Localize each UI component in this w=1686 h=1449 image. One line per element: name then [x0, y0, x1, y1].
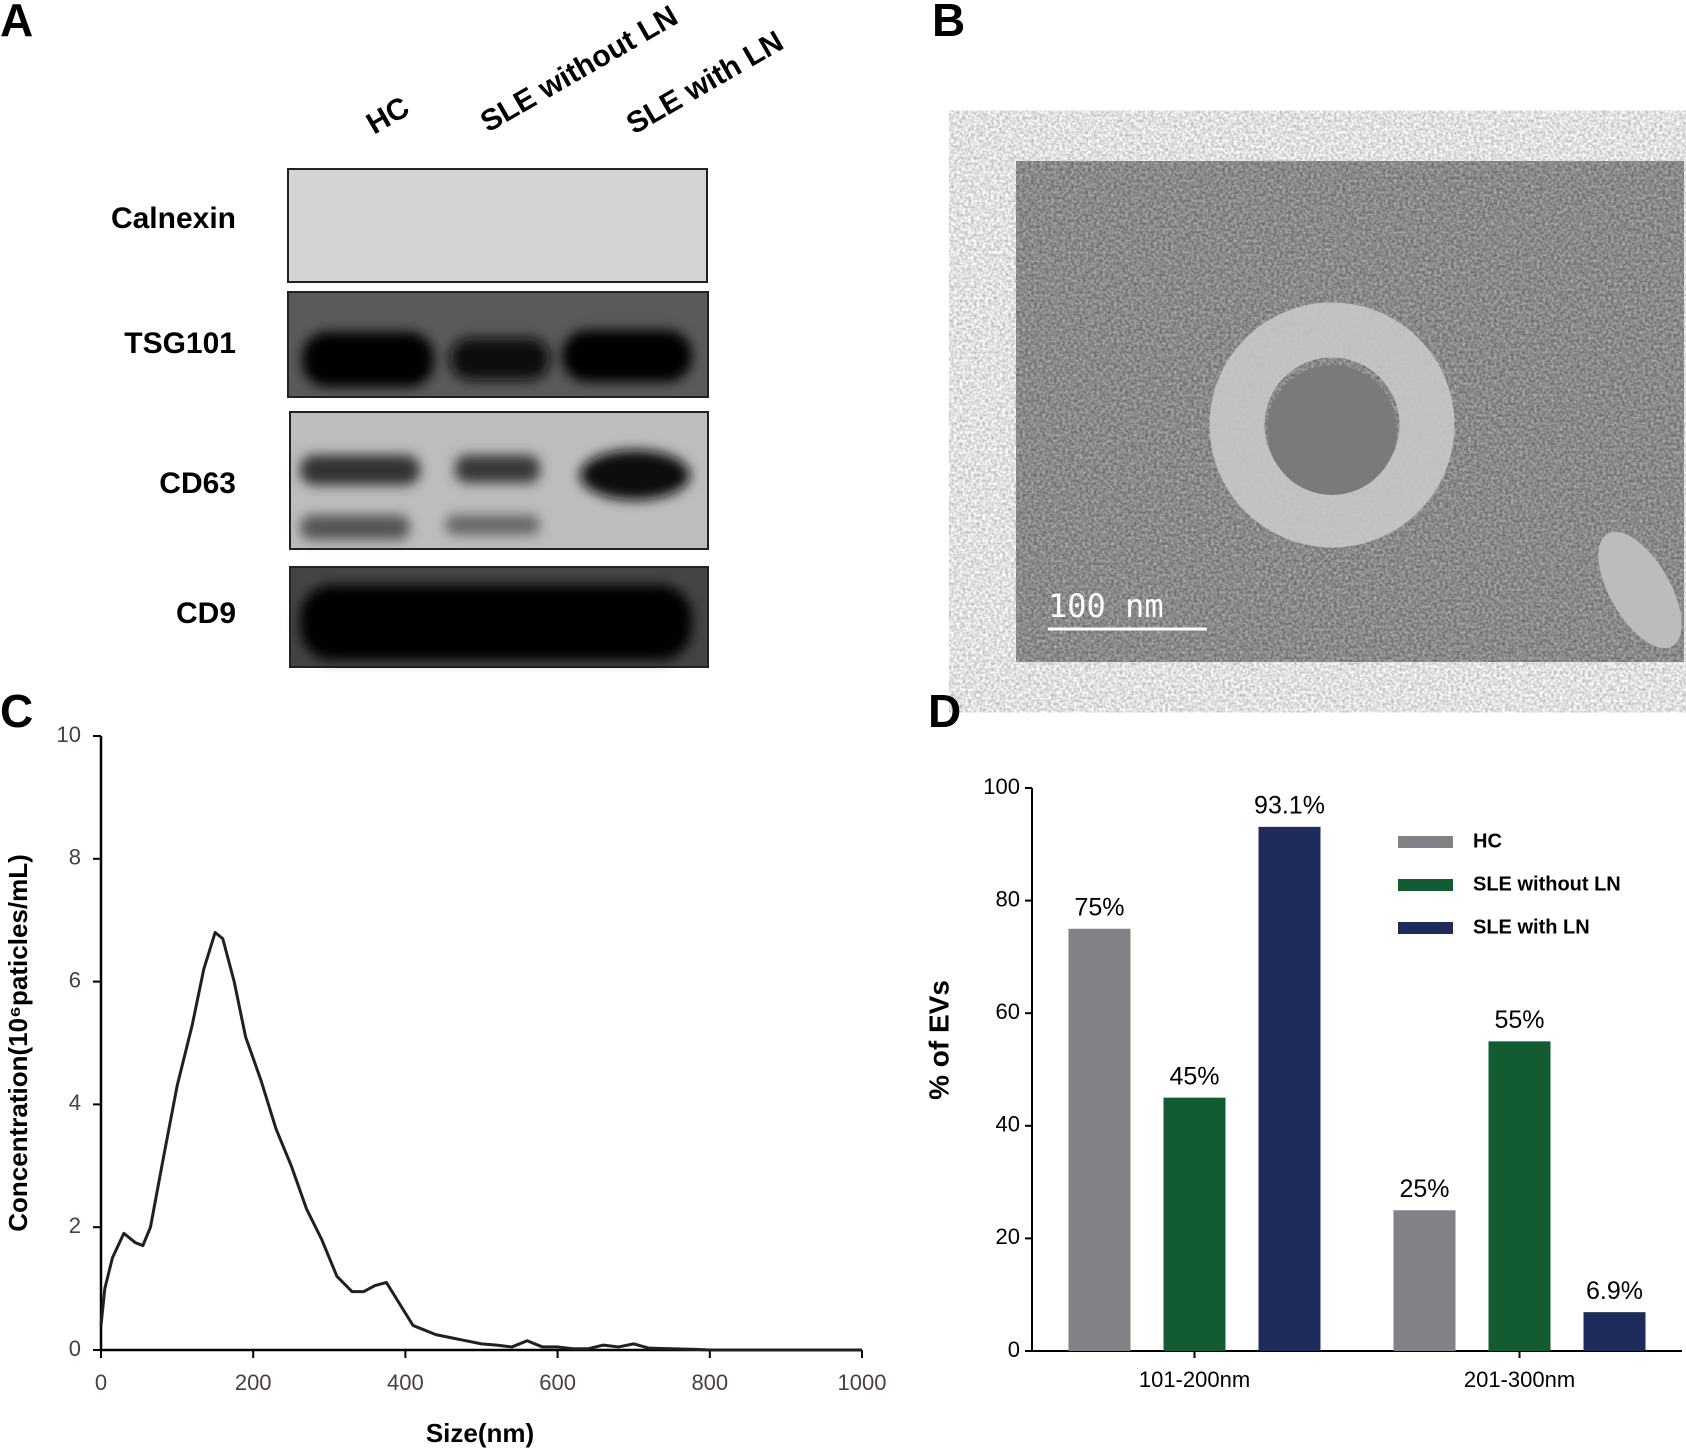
panel-label: B — [932, 0, 965, 46]
x-tick-label: 0 — [95, 1370, 107, 1395]
y-tick-label: 8 — [69, 845, 81, 870]
value-label: 93.1% — [1254, 791, 1325, 819]
legend-swatch — [1398, 836, 1453, 848]
y-tick-label: 0 — [1008, 1337, 1020, 1362]
y-tick-label: 60 — [996, 999, 1020, 1024]
y-tick-label: 40 — [996, 1112, 1020, 1137]
value-label: 25% — [1399, 1175, 1449, 1203]
y-tick-label: 20 — [996, 1224, 1020, 1249]
x-tick-label: 1000 — [838, 1370, 887, 1395]
row-label: CD9 — [176, 597, 236, 630]
panel-label: D — [928, 685, 961, 737]
row-label: CD63 — [159, 467, 236, 500]
legend-label: SLE with LN — [1473, 916, 1590, 938]
y-tick-label: 6 — [69, 967, 81, 992]
y-axis-label: Concentration(10⁶paticles/mL) — [3, 854, 33, 1231]
bar — [1068, 928, 1131, 1351]
bar — [1583, 1312, 1646, 1351]
bar — [1393, 1210, 1456, 1351]
x-tick-label: 101-200nm — [1139, 1367, 1250, 1392]
bar — [1258, 826, 1321, 1351]
value-label: 45% — [1169, 1062, 1219, 1090]
value-label: 6.9% — [1586, 1277, 1643, 1305]
y-tick-label: 2 — [69, 1213, 81, 1238]
y-tick-label: 80 — [996, 886, 1020, 911]
bar — [1163, 1097, 1226, 1351]
x-tick-label: 201-300nm — [1464, 1367, 1575, 1392]
x-axis-label: Size(nm) — [426, 1418, 534, 1448]
tem-image — [1016, 161, 1684, 662]
row-label: TSG101 — [124, 327, 236, 360]
value-label: 55% — [1494, 1006, 1544, 1034]
scale-bar-label: 100 nm — [1048, 587, 1164, 625]
legend-swatch — [1398, 879, 1453, 891]
y-tick-label: 0 — [69, 1336, 81, 1361]
row-label: Calnexin — [111, 202, 236, 235]
x-tick-label: 600 — [539, 1370, 576, 1395]
legend-swatch — [1398, 922, 1453, 934]
y-tick-label: 4 — [69, 1090, 81, 1115]
column-label: HC — [361, 91, 415, 141]
y-axis-label: % of EVs — [923, 980, 954, 1100]
line — [99, 930, 862, 1352]
panel-label: C — [0, 685, 33, 737]
x-tick-label: 200 — [235, 1370, 272, 1395]
legend-label: SLE without LN — [1473, 873, 1621, 895]
western-blot — [287, 168, 709, 668]
x-tick-label: 800 — [691, 1370, 728, 1395]
legend-label: HC — [1473, 830, 1502, 852]
panel-label: A — [0, 0, 33, 46]
x-tick-label: 400 — [387, 1370, 424, 1395]
y-tick-label: 10 — [57, 722, 81, 747]
bar — [1488, 1041, 1551, 1351]
value-label: 75% — [1074, 893, 1124, 921]
y-tick-label: 100 — [983, 774, 1020, 799]
